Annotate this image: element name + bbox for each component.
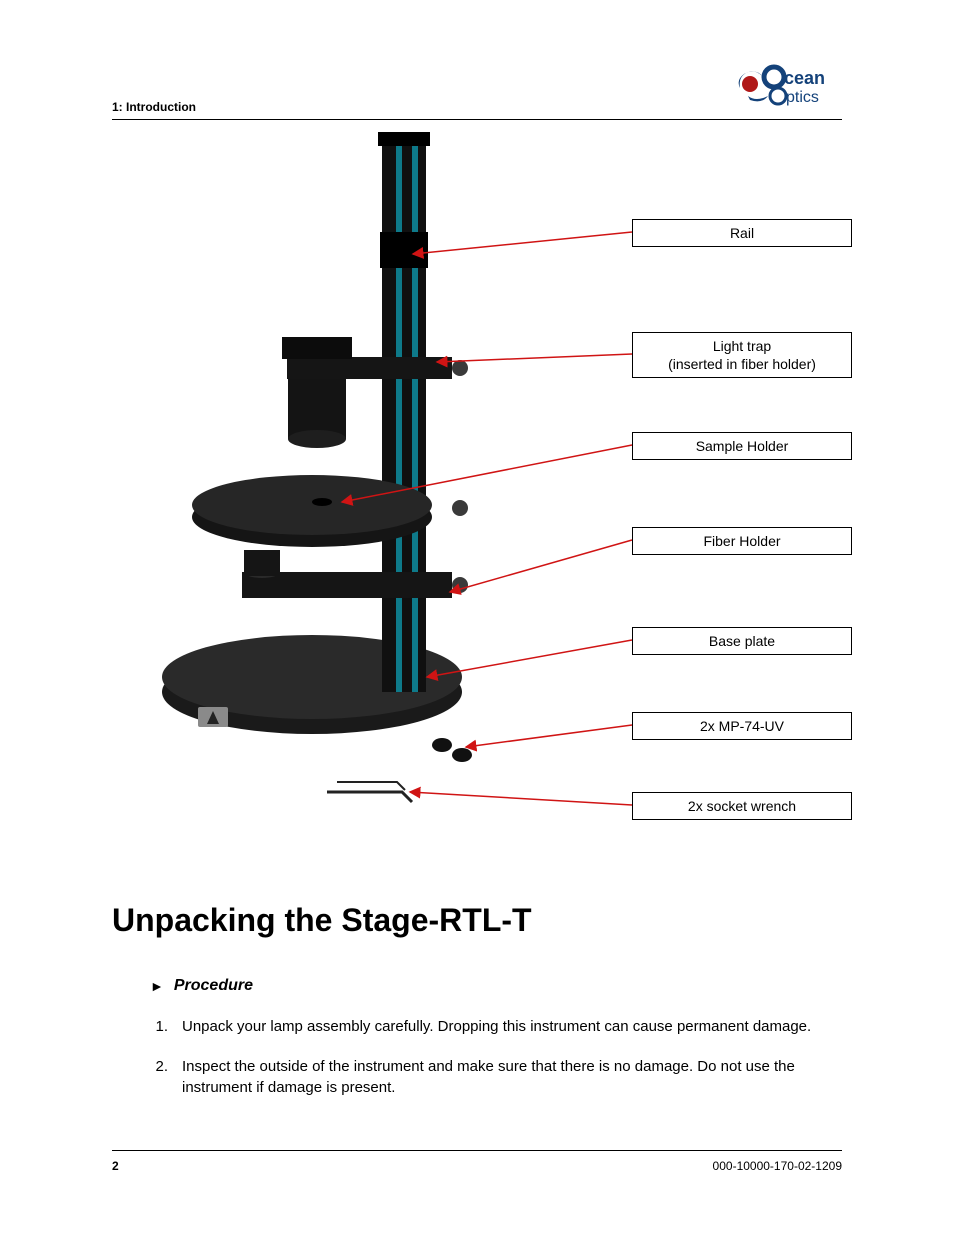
header-rule <box>112 119 842 120</box>
page-footer: 2 000-10000-170-02-1209 <box>112 1150 842 1173</box>
diagram-label-text: Rail <box>643 224 841 242</box>
logo-text-line2: ptics <box>786 89 819 106</box>
step-text: Unpack your lamp assembly carefully. Dro… <box>182 1017 842 1037</box>
procedure-arrow-icon: ► <box>150 978 164 994</box>
stand-assembly <box>162 132 472 802</box>
procedure-steps: 1. Unpack your lamp assembly carefully. D… <box>150 1017 842 1098</box>
step-number: 1. <box>150 1017 168 1037</box>
procedure-label: Procedure <box>174 977 253 995</box>
diagram-label: Fiber Holder <box>632 527 852 555</box>
procedure-step: 1. Unpack your lamp assembly carefully. D… <box>150 1017 842 1037</box>
ocean-optics-logo: cean ptics <box>734 60 842 108</box>
diagram-label-text: Base plate <box>643 632 841 650</box>
diagram-label-text: 2x MP-74-UV <box>643 717 841 735</box>
diagram-label-text: Sample Holder <box>643 437 841 455</box>
diagram-label: Sample Holder <box>632 432 852 460</box>
procedure-header: ► Procedure <box>150 977 842 995</box>
diagram-label-text: (inserted in fiber holder) <box>643 355 841 373</box>
step-number: 2. <box>150 1057 168 1098</box>
diagram-label: Base plate <box>632 627 852 655</box>
page-header: 1: Introduction cean ptics <box>112 60 842 120</box>
diagram-label-text: Light trap <box>643 337 841 355</box>
diagram-label: Light trap(inserted in fiber holder) <box>632 332 852 378</box>
step-text: Inspect the outside of the instrument an… <box>182 1057 842 1098</box>
diagram-label: 2x MP-74-UV <box>632 712 852 740</box>
document-number: 000-10000-170-02-1209 <box>713 1159 842 1173</box>
diagram-label: 2x socket wrench <box>632 792 852 820</box>
page-number: 2 <box>112 1159 119 1173</box>
procedure-step: 2. Inspect the outside of the instrument … <box>150 1057 842 1098</box>
section-label: 1: Introduction <box>112 100 196 114</box>
page-content: 1: Introduction cean ptics <box>112 60 842 1118</box>
diagram-label: Rail <box>632 219 852 247</box>
product-diagram: Rail Light trap(inserted in fiber holder)… <box>112 132 842 862</box>
footer-rule <box>112 1150 842 1151</box>
diagram-label-text: 2x socket wrench <box>643 797 841 815</box>
section-heading: Unpacking the Stage-RTL-T <box>112 902 842 939</box>
diagram-label-text: Fiber Holder <box>643 532 841 550</box>
logo-text-line1: cean <box>784 68 825 88</box>
